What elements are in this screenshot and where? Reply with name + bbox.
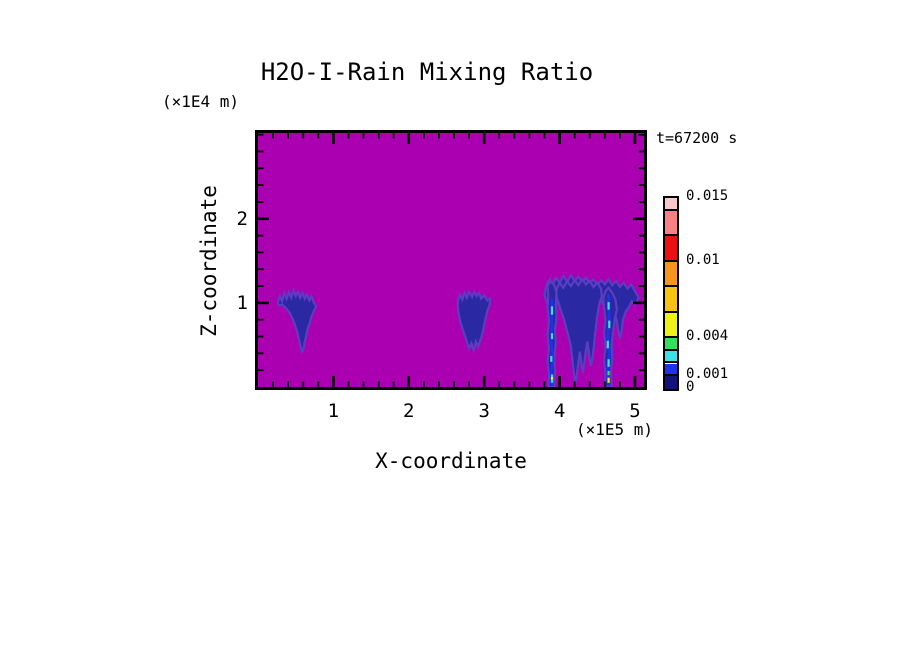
colorbar-segment-0.008-0.01 [665,261,677,288]
colorbar-segment-0.01-0.012 [665,236,677,262]
x-axis-label: X-coordinate [375,449,527,473]
x-tick-label-5: 5 [629,400,641,422]
plot-area [255,130,647,390]
time-annotation: t=67200 s [656,129,738,147]
y-tick-label-1: 1 [236,291,248,314]
colorbar-segment-0.003-0.004 [665,338,677,351]
colorbar-segment-0.001-0.002 [665,363,677,377]
colorbar [663,196,679,391]
colorbar-segment-0.014-0.015 [665,198,677,211]
y-axis-units: (×1E4 m) [162,92,240,111]
colorbar-label-0.015: 0.015 [686,188,729,204]
chart-title: H2O-I-Rain Mixing Ratio [260,58,594,86]
rain-cell-east-main [555,277,603,383]
y-axis-label: Z-coordinate [197,185,221,337]
colorbar-segment-0.012-0.014 [665,210,677,237]
colorbar-label-0.01: 0.01 [686,252,720,268]
x-tick-label-2: 2 [403,400,415,422]
x-tick-label-4: 4 [553,400,566,422]
x-tick-label-3: 3 [478,400,490,422]
heatmap-plot [258,133,644,387]
x-tick-label-1: 1 [327,400,340,422]
colorbar-label-0.001: 0.001 [686,366,729,382]
colorbar-segment-0.002-0.003 [665,350,677,364]
colorbar-label-0: 0 [686,379,695,395]
colorbar-label-0.004: 0.004 [686,328,729,344]
rain-cell-west [276,286,318,355]
rain-shaft-east-right [602,286,619,387]
rain-cell-central [456,289,492,354]
colorbar-segment-0.004-0.006 [665,312,677,339]
colorbar-segment-0.006-0.008 [665,287,677,313]
x-axis-units: (×1E5 m) [575,420,653,439]
y-tick-label-2: 2 [236,207,248,230]
colorbar-segment-0-0.001 [665,376,677,389]
